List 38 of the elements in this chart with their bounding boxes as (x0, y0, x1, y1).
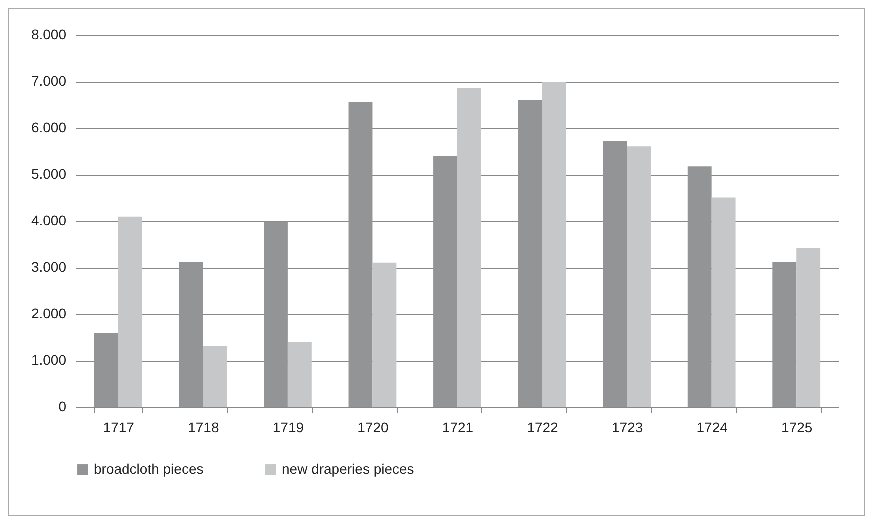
bar (688, 166, 712, 407)
legend-label: broadcloth pieces (94, 461, 204, 477)
y-tick-label: 3.000 (31, 259, 67, 275)
x-tick-label: 1724 (696, 420, 728, 436)
bar (372, 262, 397, 407)
bar (264, 222, 288, 407)
x-tick-label: 1723 (612, 420, 644, 436)
y-tick-label: 0 (58, 398, 67, 414)
x-tick-label: 1718 (188, 420, 220, 436)
bar (203, 346, 228, 407)
y-tick-label: 6.000 (31, 120, 67, 136)
x-tick-label: 1719 (272, 420, 304, 436)
bar (434, 156, 458, 407)
x-tick-label: 1721 (442, 420, 474, 436)
bar (518, 100, 542, 407)
legend-label: new draperies pieces (282, 461, 414, 477)
bar (627, 146, 652, 407)
bar (458, 88, 482, 407)
y-tick-label: 7.000 (31, 73, 67, 89)
bar (712, 198, 736, 407)
bar (118, 216, 142, 407)
y-tick-label: 5.000 (31, 166, 67, 182)
y-tick-label: 2.000 (31, 306, 67, 322)
bar (348, 102, 373, 407)
bar (94, 333, 118, 407)
y-tick-label: 4.000 (31, 212, 67, 228)
x-tick-label: 1725 (782, 420, 813, 436)
bar (796, 248, 821, 407)
x-tick-label: 1717 (103, 420, 135, 436)
bar (179, 262, 204, 407)
bar (288, 342, 312, 407)
x-tick-label: 1722 (527, 420, 559, 436)
bar (772, 262, 797, 407)
y-tick-label: 8.000 (31, 26, 67, 42)
y-tick-label: 1.000 (31, 352, 67, 368)
bar (542, 82, 566, 407)
bar (603, 141, 628, 407)
x-tick-label: 1720 (358, 420, 390, 436)
